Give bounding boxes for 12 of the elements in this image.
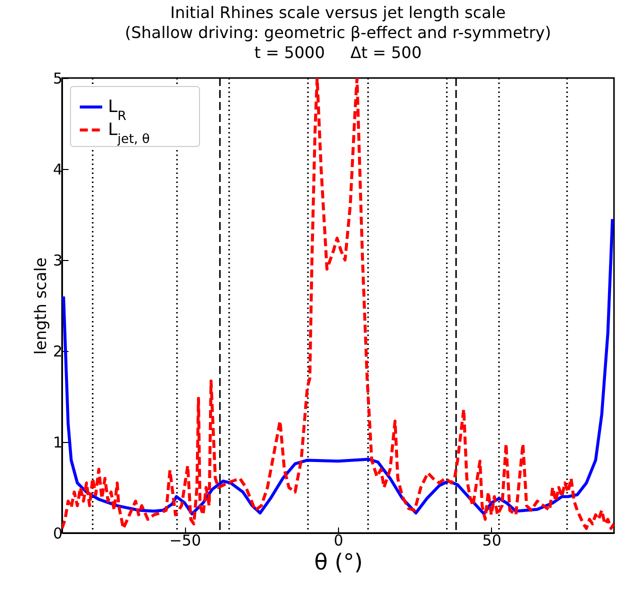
line-series — [62, 78, 614, 530]
x-tick-label: −50 — [169, 532, 201, 550]
y-axis-title: length scale — [30, 257, 50, 355]
x-axis-title: θ (°) — [314, 550, 363, 576]
chart-title: Initial Rhines scale versus jet length scale (Shallow driving: geometric β-effect and r-symmetry) t = 5000 Δt = 500 — [124, 3, 552, 62]
x-tick-label: 50 — [482, 532, 502, 550]
x-tick-label: 0 — [334, 532, 344, 550]
y-tick-label: 3 — [52, 252, 62, 270]
y-tick-label: 5 — [52, 70, 62, 88]
y-tick-label: 4 — [52, 160, 62, 178]
y-tick-label: 2 — [52, 342, 62, 360]
y-tick-label: 1 — [52, 434, 62, 452]
